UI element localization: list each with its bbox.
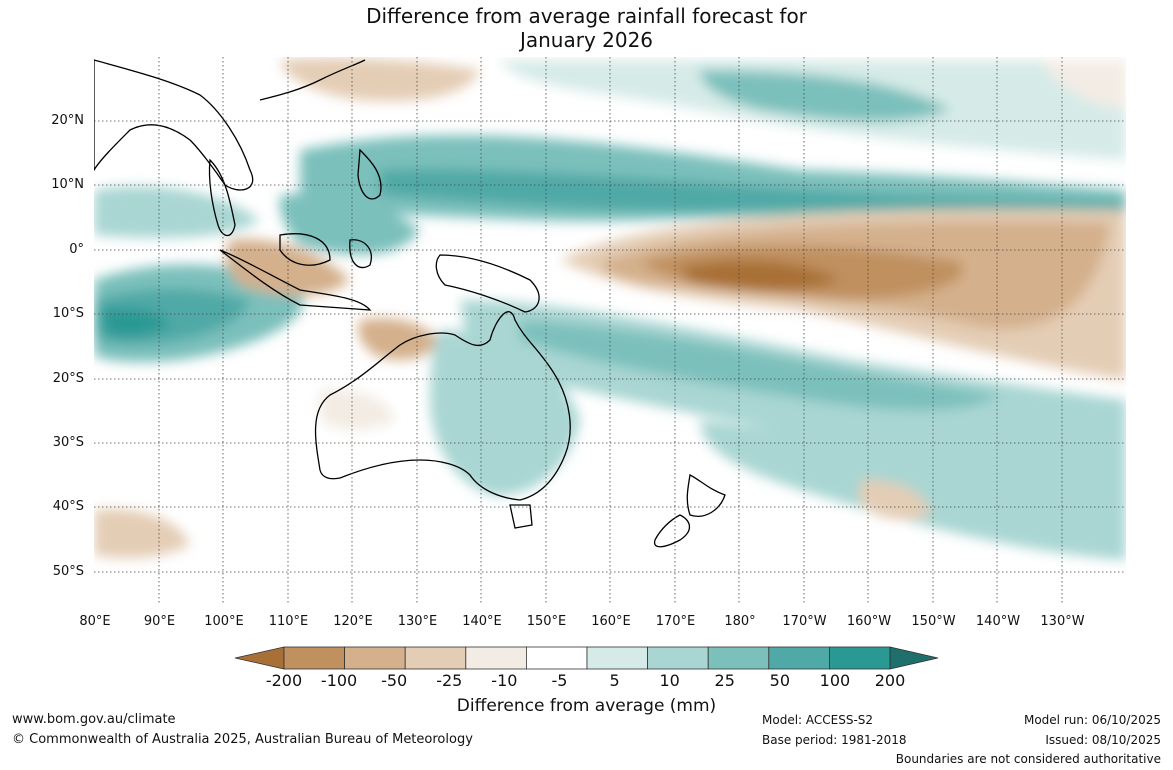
latitude-label: 40°S [52, 499, 84, 515]
longitude-label: 170°W [782, 614, 827, 629]
latitude-label: 20°N [51, 113, 84, 128]
latitude-label: 10°S [52, 306, 84, 322]
longitude-label: 110°E [268, 614, 309, 629]
latitude-label: 10°N [51, 177, 84, 193]
latitude-label: 0° [69, 241, 84, 257]
colorbar-extend-low [234, 646, 285, 670]
colorbar-bin [829, 646, 891, 670]
colorbar-bin [344, 646, 406, 670]
graticule [94, 57, 1126, 605]
footer-base-period: Base period: 1981-2018 [762, 733, 907, 747]
longitude-label: 140°E [462, 614, 502, 629]
longitude-label: 120°E [333, 614, 373, 629]
colorbar-tick-label: 10 [659, 671, 680, 690]
colorbar-tick-label: 50 [769, 671, 790, 690]
latitude-label: 50°S [52, 563, 84, 579]
longitude-label: 150°W [911, 614, 956, 629]
anomaly-shading [94, 58, 1126, 560]
latitude-label: 20°S [52, 370, 84, 386]
malay-peninsula-coast [208, 158, 236, 237]
longitude-label: 130°W [1040, 614, 1085, 629]
asia-coast [94, 59, 254, 191]
colorbar-tick-label: -10 [491, 671, 518, 690]
longitude-label: 130°E [397, 614, 438, 629]
map-title-line-2: January 2026 [519, 28, 654, 52]
colorbar-bin [586, 646, 648, 670]
coastlines [94, 59, 726, 548]
new-guinea-coast [435, 254, 540, 313]
colorbar-tick-label: 200 [874, 671, 906, 690]
footer-issued: Issued: 08/10/2025 [1045, 733, 1161, 747]
indonesia-coast [219, 249, 372, 311]
longitude-label: 100°E [204, 614, 244, 629]
longitude-label: 140°W [975, 614, 1021, 629]
longitude-label: 170°E [655, 614, 696, 629]
colorbar-tick-label: -100 [320, 671, 358, 690]
colorbar-tick-label: 100 [819, 671, 851, 690]
colorbar-title: Difference from average (mm) [456, 696, 717, 716]
australia-coast [314, 311, 571, 501]
longitude-label: 90°E [143, 614, 176, 629]
colorbar-bin [707, 646, 770, 670]
colorbar-bin [404, 646, 467, 670]
footer-copyright: © Commonwealth of Australia 2025, Austra… [12, 732, 473, 747]
tasmania-coast [509, 504, 533, 529]
colorbar-bin [526, 646, 588, 670]
longitude-label: 150°E [526, 614, 567, 629]
colorbar-tick-label: -50 [381, 671, 408, 690]
colorbar-tick-label: 25 [714, 671, 735, 690]
footer-disclaimer: Boundaries are not considered authoritat… [895, 752, 1161, 766]
longitude-label: 160°W [846, 614, 892, 629]
colorbar-tick-label: -200 [265, 671, 303, 690]
latitude-label: 30°S [52, 435, 84, 450]
colorbar-bin [465, 646, 527, 670]
longitude-label: 180° [724, 614, 756, 629]
borneo-coast [279, 233, 331, 266]
colorbar-tick-label: 5 [609, 671, 620, 690]
longitude-label: 80°E [79, 614, 111, 629]
sulawesi-coast [349, 239, 372, 269]
footer-model-run: Model run: 06/10/2025 [1023, 713, 1161, 727]
colorbar-bin [768, 646, 830, 670]
footer-website[interactable]: www.bom.gov.au/climate [12, 712, 176, 727]
map-plot-area [94, 57, 1126, 605]
colorbar-tick-label: -25 [436, 671, 463, 690]
new-zealand-north-coast [686, 474, 726, 517]
footer-model: Model: ACCESS-S2 [762, 713, 874, 727]
colorbar-extend-high [889, 646, 939, 670]
map-title-line-1: Difference from average rainfall forecas… [366, 4, 807, 28]
colorbar-bin [283, 646, 345, 670]
philippines-coast [357, 148, 382, 200]
new-zealand-south-coast [653, 514, 691, 548]
colorbar-bin [647, 646, 709, 670]
colorbar-tick-label: -5 [551, 671, 568, 690]
longitude-label: 160°E [591, 614, 631, 629]
china-coast [259, 59, 366, 101]
